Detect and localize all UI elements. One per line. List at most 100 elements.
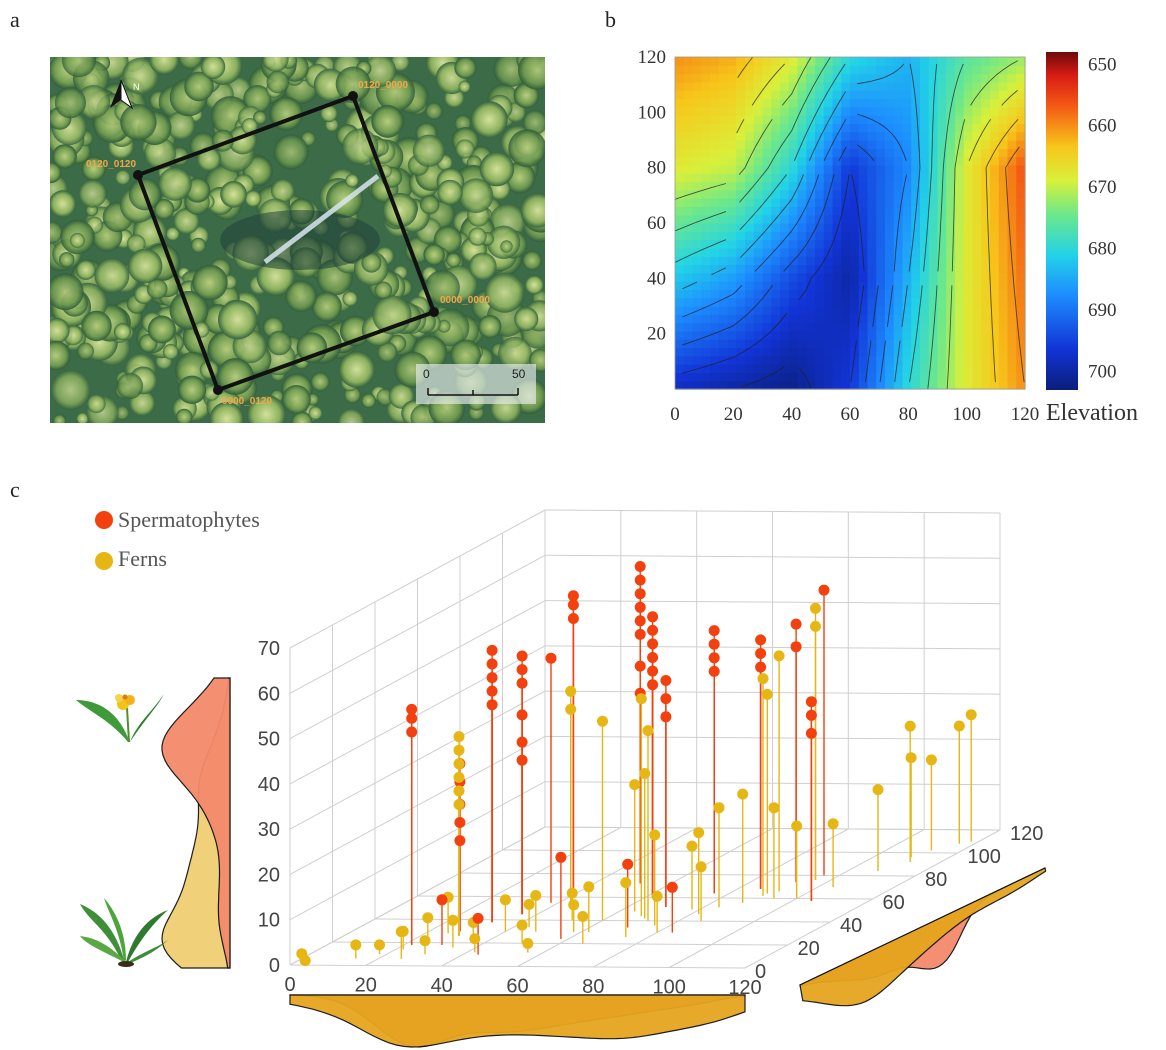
heatmap-cell bbox=[963, 281, 974, 290]
colorbar-tick-label: 680 bbox=[1088, 239, 1117, 260]
heatmap-cell bbox=[885, 247, 895, 257]
spermatophyte-point bbox=[660, 711, 672, 723]
heatmap-cell bbox=[797, 115, 807, 124]
heatmap-cell bbox=[675, 272, 685, 282]
grid-line bbox=[289, 690, 546, 830]
heatmap-cell bbox=[727, 115, 737, 124]
heatmap-cell bbox=[858, 214, 869, 224]
heatmap-cell bbox=[675, 164, 685, 174]
heatmap-cell bbox=[1016, 256, 1026, 266]
heatmap-cell bbox=[928, 264, 939, 274]
fern-point bbox=[516, 919, 528, 931]
heatmap-cell bbox=[990, 65, 1000, 75]
heatmap-cell bbox=[946, 73, 956, 83]
heatmap-cell bbox=[893, 189, 904, 199]
heatmap-cell bbox=[788, 189, 799, 199]
spermatophyte-point bbox=[647, 665, 659, 677]
fern-point bbox=[453, 731, 465, 743]
heatmap-cell bbox=[902, 223, 912, 232]
heatmap-cell bbox=[928, 65, 939, 75]
heatmap-cell bbox=[727, 81, 737, 91]
spermatophyte-point bbox=[567, 590, 579, 602]
heatmap-cell bbox=[885, 198, 895, 207]
heatmap-cell bbox=[771, 264, 781, 274]
heatmap-cell bbox=[858, 330, 869, 340]
tree-crown bbox=[149, 57, 179, 75]
heatmap-cell bbox=[832, 123, 842, 133]
heatmap-cell bbox=[692, 239, 702, 249]
heatmap-cell bbox=[972, 239, 982, 249]
heatmap-cell bbox=[972, 115, 982, 124]
heatmap-cell bbox=[797, 123, 807, 133]
heatmap-cell bbox=[876, 256, 886, 266]
heatmap-cell bbox=[832, 239, 842, 249]
heatmap-cell bbox=[841, 90, 851, 100]
heatmap-cell bbox=[893, 247, 904, 257]
heatmap-cell bbox=[972, 339, 982, 349]
heatmap-cell bbox=[867, 81, 877, 91]
legend-label-ferns: Ferns bbox=[118, 546, 167, 571]
heatmap-cell bbox=[692, 106, 702, 116]
heatmap-cell bbox=[998, 81, 1009, 91]
heatmap-cell bbox=[727, 247, 737, 257]
heatmap-cell bbox=[823, 364, 834, 373]
heatmap-cell bbox=[963, 289, 974, 299]
heatmap-cell bbox=[718, 214, 729, 224]
fern-point bbox=[642, 725, 654, 737]
grid-line bbox=[544, 781, 1001, 786]
heatmap-cell bbox=[710, 306, 720, 315]
heatmap-cell bbox=[990, 289, 1000, 299]
heatmap-cell bbox=[718, 347, 729, 357]
heatmap-cell bbox=[727, 289, 737, 299]
heatmap-cell bbox=[998, 380, 1009, 390]
heatmap-cell bbox=[998, 239, 1009, 249]
fern-point bbox=[761, 688, 773, 700]
heatmap-cell bbox=[911, 198, 921, 207]
heatmap-cell bbox=[710, 73, 720, 83]
heatmap-cell bbox=[885, 189, 895, 199]
heatmap-cell bbox=[972, 106, 982, 116]
heatmap-cell bbox=[753, 164, 764, 174]
heatmap-cell bbox=[850, 131, 860, 141]
heatmap-cell bbox=[806, 372, 816, 382]
heatmap-cell bbox=[963, 90, 974, 100]
heatmap-cell bbox=[762, 148, 772, 158]
heatmap-cell bbox=[823, 380, 834, 390]
heatmap-cell bbox=[1007, 189, 1017, 199]
heatmap-cell bbox=[946, 65, 956, 75]
heatmap-cell bbox=[920, 314, 930, 324]
heatmap-cell bbox=[788, 131, 799, 141]
spermatophyte-point bbox=[486, 685, 498, 697]
heatmap-cell bbox=[745, 223, 755, 232]
heatmap-cell bbox=[858, 380, 869, 390]
heatmap-cell bbox=[771, 164, 781, 174]
heatmap-cell bbox=[771, 57, 781, 66]
heatmap-cell bbox=[893, 173, 904, 183]
heatmap-cell bbox=[771, 347, 781, 357]
heatmap-cell bbox=[920, 330, 930, 340]
heatmap-cell bbox=[736, 289, 746, 299]
heatmap-cell bbox=[727, 223, 737, 232]
heatmap-cell bbox=[876, 57, 886, 66]
heatmap-cell bbox=[893, 239, 904, 249]
heatmap-cell bbox=[683, 90, 694, 100]
heatmap-cell bbox=[710, 81, 720, 91]
fern-point bbox=[422, 912, 434, 924]
tree-crown bbox=[50, 190, 77, 218]
heatmap-cell bbox=[876, 281, 886, 290]
heatmap-cell bbox=[710, 214, 720, 224]
heatmap-cell bbox=[780, 140, 790, 149]
spermatophyte-point bbox=[516, 677, 528, 689]
spermatophyte-point bbox=[634, 574, 646, 586]
heatmap-cell bbox=[981, 256, 991, 266]
heatmap-cell bbox=[858, 339, 869, 349]
heatmap-cell bbox=[788, 355, 799, 365]
heatmap-cell bbox=[788, 57, 799, 66]
grid-line bbox=[289, 781, 546, 921]
heatmap-cell bbox=[876, 198, 886, 207]
north-arrow-icon: N bbox=[110, 79, 140, 110]
heatmap-cell bbox=[736, 106, 746, 116]
heatmap-cell bbox=[788, 148, 799, 158]
